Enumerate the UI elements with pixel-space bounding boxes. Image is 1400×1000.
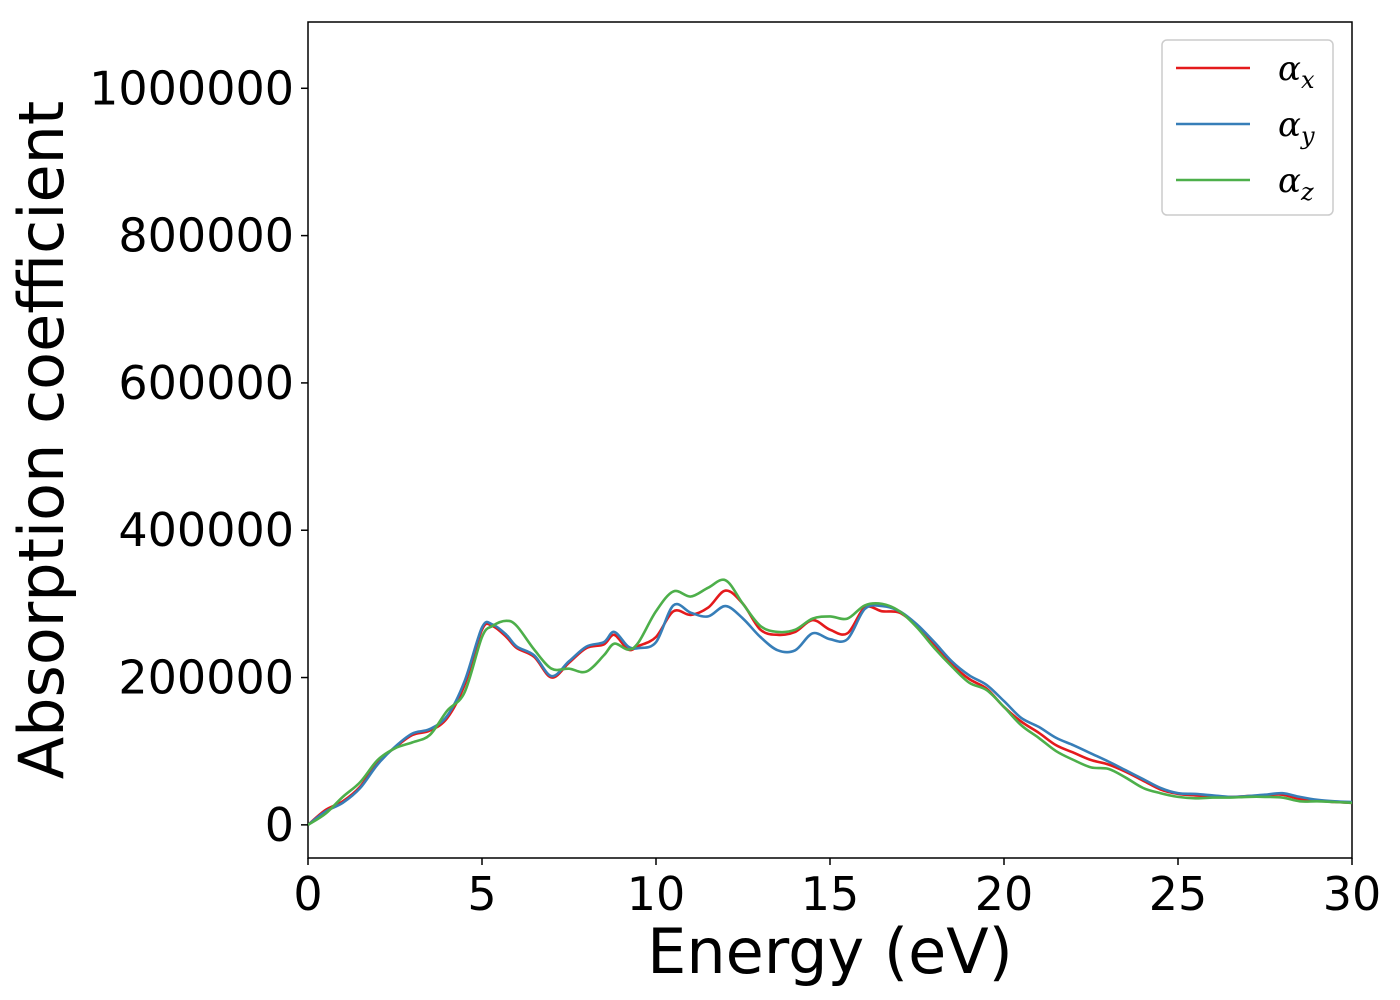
x-tick-label: 10 <box>627 867 686 921</box>
x-tick-label: 30 <box>1323 867 1382 921</box>
x-tick-label: 15 <box>801 867 860 921</box>
series-line-alpha-x <box>308 589 1352 826</box>
y-axis: 0 200000 400000 600000 800000 1000000 <box>89 61 308 852</box>
y-tick-label: 0 <box>265 798 294 852</box>
x-axis-label: Energy (eV) <box>647 915 1013 988</box>
y-axis-label: Absorption coefficient <box>5 101 78 780</box>
y-tick-label: 1000000 <box>89 61 294 115</box>
legend-frame <box>1161 39 1334 216</box>
y-tick-label: 600000 <box>118 356 294 410</box>
x-tick-label: 0 <box>293 867 322 921</box>
x-tick-label: 20 <box>975 867 1034 921</box>
x-tick-label: 5 <box>467 867 496 921</box>
y-tick-label: 200000 <box>118 651 294 705</box>
series-line-alpha-y <box>308 602 1352 826</box>
y-tick-label: 400000 <box>118 503 294 557</box>
y-tick-label: 800000 <box>118 209 294 263</box>
x-axis: 0 5 10 15 20 25 30 <box>293 858 1381 921</box>
legend-label-alpha-z: αz <box>1278 161 1314 206</box>
series-layer <box>308 578 1352 827</box>
x-tick-label: 25 <box>1149 867 1208 921</box>
series-line-alpha-z <box>308 578 1352 827</box>
